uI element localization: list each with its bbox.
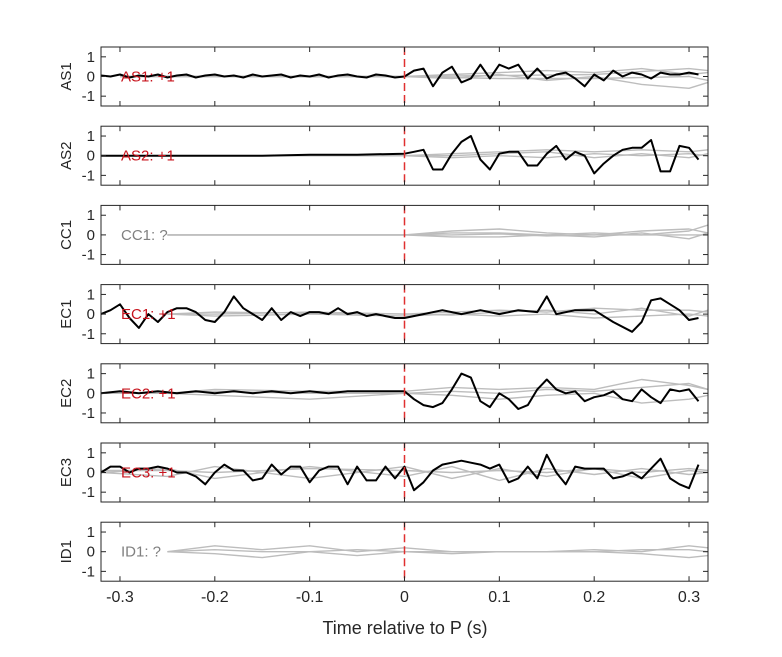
panel-id1: -1 0 1 ID1 ID1: ? -0.3 -0.2 -0.1 0 0.1 0.2 0.3 (58, 521, 709, 606)
station-annotation: EC2: +1 (121, 385, 176, 402)
panel-as2: -1 0 1 AS2 AS2: +1 (58, 125, 709, 186)
trace-background (101, 392, 709, 404)
y-tick-label: 1 (87, 49, 95, 66)
trace-background (167, 551, 709, 559)
y-tick-label: -1 (82, 326, 95, 343)
x-tick-label: 0.3 (678, 589, 700, 606)
y-axis-label: EC3 (58, 458, 75, 487)
station-annotation: CC1: ? (121, 227, 168, 244)
trace-background (167, 549, 709, 553)
y-tick-label: 0 (87, 306, 95, 323)
y-tick-label: 1 (87, 524, 95, 541)
y-tick-label: 0 (87, 544, 95, 561)
station-annotation: ID1: ? (121, 544, 161, 561)
trace-main (101, 135, 700, 175)
trace-background (101, 151, 709, 159)
y-axis-label: AS2 (58, 142, 75, 170)
y-axis-label: ID1 (58, 540, 75, 563)
y-tick-label: -1 (82, 484, 95, 501)
station-annotation: AS2: +1 (121, 148, 175, 165)
y-tick-label: 0 (87, 385, 95, 402)
station-annotation: AS1: +1 (121, 69, 175, 86)
y-axis-label: EC1 (58, 300, 75, 329)
trace-background (101, 467, 709, 474)
trace-background (120, 75, 709, 82)
y-tick-label: 0 (87, 465, 95, 482)
station-annotation: EC3: +1 (121, 465, 176, 482)
x-tick-label: -0.2 (201, 589, 229, 606)
y-tick-label: 0 (87, 69, 95, 86)
trace-main (100, 372, 700, 410)
station-annotation: EC1: +1 (121, 306, 176, 323)
y-tick-label: -1 (82, 405, 95, 422)
trace-main (100, 453, 700, 492)
y-tick-label: -1 (82, 88, 95, 105)
trace-main (100, 295, 699, 333)
trace-background (167, 307, 709, 317)
panel-ec1: -1 0 1 EC1 EC1: +1 (58, 284, 709, 345)
y-tick-label: -1 (82, 563, 95, 580)
panel-ec3: -1 0 1 EC3 EC3: +1 (58, 442, 709, 503)
y-tick-label: 1 (87, 207, 95, 224)
y-tick-label: 0 (87, 227, 95, 244)
trace-main (100, 63, 699, 88)
x-tick-label: -0.3 (106, 589, 134, 606)
x-tick-label: 0 (400, 589, 409, 606)
x-tick-label: -0.1 (296, 589, 324, 606)
x-tick-label: 0.2 (583, 589, 605, 606)
x-tick-label: 0.1 (488, 589, 510, 606)
trace-background (167, 233, 708, 237)
y-tick-label: 1 (87, 128, 95, 145)
trace-background (100, 465, 709, 480)
y-tick-label: 1 (87, 445, 95, 462)
y-tick-label: 1 (87, 366, 95, 383)
y-axis-label: AS1 (58, 62, 75, 90)
trace-background (167, 224, 709, 236)
y-tick-label: -1 (82, 247, 95, 264)
y-axis-label: CC1 (58, 220, 75, 250)
panel-cc1: -1 0 1 CC1 CC1: ? (58, 204, 709, 265)
y-tick-label: 0 (87, 148, 95, 165)
panel-as1: -1 0 1 AS1 AS1: +1 (58, 46, 709, 107)
panel-ec2: -1 0 1 EC2 EC2: +1 (58, 363, 709, 424)
y-tick-label: -1 (82, 167, 95, 184)
x-axis-label: Time relative to P (s) (322, 618, 487, 638)
y-axis-label: EC2 (58, 379, 75, 408)
y-tick-label: 1 (87, 286, 95, 303)
